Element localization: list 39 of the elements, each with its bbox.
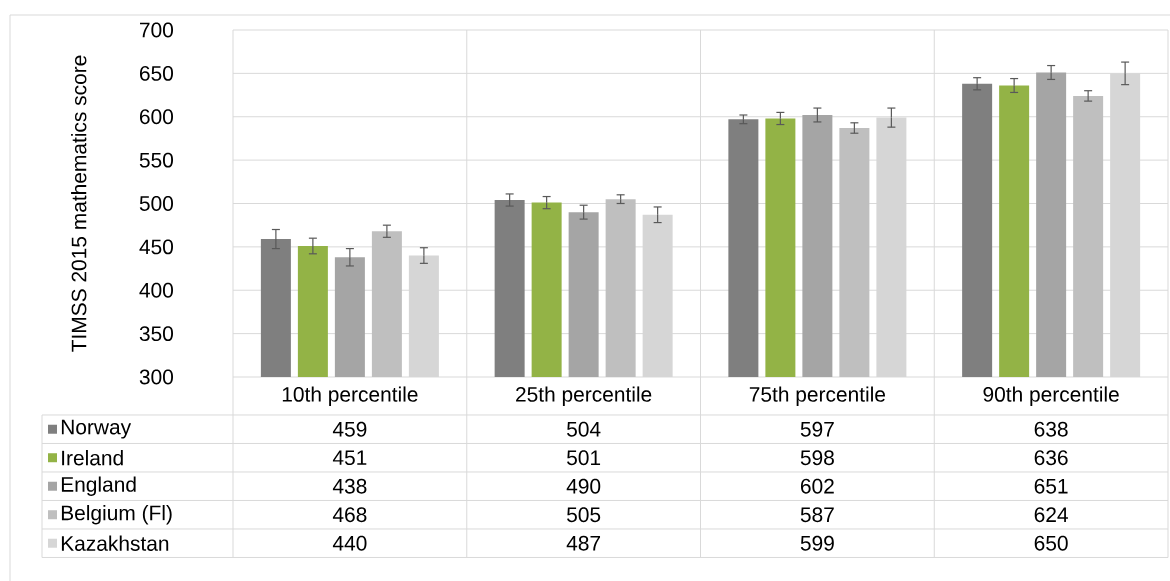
data-label: 440: [332, 535, 367, 551]
data-label: 505: [567, 507, 601, 523]
data-label: 451: [332, 450, 367, 466]
y-tick-label: 350: [139, 326, 174, 342]
data-label: 599: [800, 535, 834, 551]
data-label: 598: [800, 450, 834, 466]
y-tick-label: 300: [139, 369, 174, 385]
x-tick-label: 90th percentile: [983, 386, 1119, 406]
x-tick-label: 25th percentile: [516, 386, 652, 406]
data-label: 438: [332, 478, 367, 494]
data-label: 597: [800, 421, 834, 437]
y-tick-label: 450: [139, 239, 174, 255]
legend-label: Norway: [61, 419, 132, 439]
legend-label: Kazakhstan: [61, 535, 169, 551]
y-tick-label: 500: [139, 196, 174, 211]
x-tick-label: 75th percentile: [749, 386, 886, 406]
legend-label: England: [61, 476, 136, 496]
x-tick-label: 10th percentile: [282, 386, 418, 406]
y-tick-label: 600: [139, 109, 174, 125]
data-label: 624: [1034, 507, 1068, 523]
data-label: 636: [1034, 450, 1068, 466]
data-label: 487: [566, 535, 601, 551]
data-label: 490: [566, 478, 601, 494]
y-tick-label: 650: [139, 65, 174, 81]
data-label: 459: [332, 421, 367, 437]
data-label: 602: [800, 478, 834, 494]
y-axis-title: TIMSS 2015 mathematics score: [71, 55, 87, 352]
data-label: 651: [1034, 478, 1068, 494]
y-tick-label: 400: [139, 282, 174, 298]
legend-label: Ireland: [62, 450, 123, 466]
y-tick-label: 700: [140, 22, 174, 38]
data-label: 504: [567, 421, 601, 437]
data-label: 650: [1034, 535, 1068, 551]
data-label: 468: [332, 507, 367, 523]
y-tick-label: 550: [139, 152, 174, 168]
data-label: 587: [800, 507, 834, 523]
legend-label: Belgium (Fl): [61, 504, 172, 525]
data-label: 501: [567, 450, 601, 466]
data-label: 638: [1034, 421, 1068, 437]
